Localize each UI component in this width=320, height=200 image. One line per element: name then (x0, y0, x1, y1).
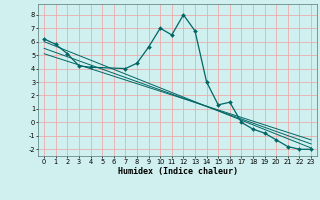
X-axis label: Humidex (Indice chaleur): Humidex (Indice chaleur) (118, 167, 238, 176)
